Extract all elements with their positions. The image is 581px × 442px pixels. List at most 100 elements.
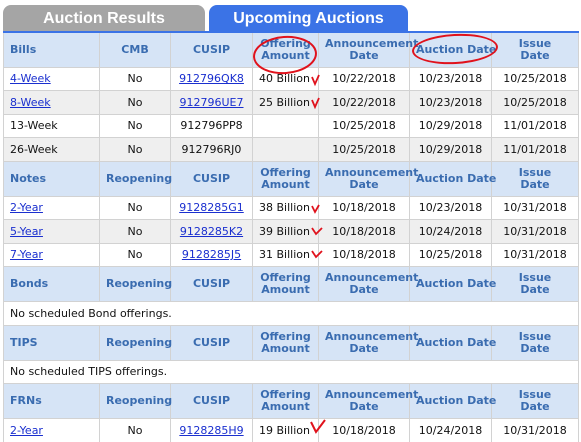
- issue-date-cell: 10/31/2018: [491, 195, 579, 220]
- column-header-flag-text: Reopening: [106, 171, 173, 185]
- column-header-announcement-date-text: Date: [349, 177, 379, 191]
- flag-cell: No: [99, 242, 171, 267]
- issue-date-cell: 11/01/2018: [491, 113, 579, 138]
- column-header-cusip-text: CUSIP: [192, 335, 231, 349]
- column-header-flag: Reopening: [99, 324, 172, 361]
- flag-cell: No: [99, 90, 171, 115]
- cusip-cell: 912796UE7: [170, 90, 253, 115]
- tab-auction-results[interactable]: Auction Results: [3, 5, 205, 32]
- column-header-auction-date: Auction Date: [409, 383, 496, 419]
- column-header-offering-amount: Offering Amount: [252, 266, 319, 302]
- column-header-issue-date-text: Date: [520, 341, 550, 355]
- auction-date-cell: 10/25/2018: [409, 242, 492, 267]
- table-row: 2-Year No 9128285H9 19 Billion 10/18/2018 10/…: [3, 418, 579, 442]
- security-term-cell: 13-Week: [3, 113, 100, 138]
- column-header-announcement-date: Announcement Date: [318, 266, 418, 302]
- auction-date-cell: 10/23/2018: [409, 66, 492, 91]
- tips-message-row: No scheduled TIPS offerings.: [3, 359, 579, 384]
- column-header-cusip: CUSIP: [170, 266, 253, 302]
- column-header-offering-amount-text: Offering: [260, 165, 311, 179]
- cusip-cell: 9128285H9: [170, 418, 253, 442]
- tab-bar: Auction Results Upcoming Auctions: [0, 0, 581, 32]
- column-header-cusip: CUSIP: [170, 383, 253, 419]
- column-header-flag: CMB: [99, 31, 171, 68]
- tab-upcoming-auctions[interactable]: Upcoming Auctions: [209, 5, 408, 32]
- cusip-link[interactable]: 9128285G1: [179, 201, 244, 215]
- bills-header-row: Bills CMB CUSIP Offering Amount Announcement D…: [3, 31, 579, 68]
- column-header-flag-text: Reopening: [106, 394, 173, 407]
- cusip-link[interactable]: 912796QK8: [179, 72, 244, 86]
- flag-cell: No: [99, 418, 171, 442]
- security-term-link[interactable]: 7-Year: [10, 248, 43, 262]
- column-header-issue-date-text: Date: [520, 48, 550, 62]
- issue-date-cell: 10/25/2018: [491, 66, 579, 91]
- column-header-offering-amount-text: Offering: [260, 271, 311, 284]
- security-term-link[interactable]: 2-Year: [10, 201, 43, 215]
- announcement-date-cell: 10/18/2018: [318, 418, 410, 442]
- column-header-flag: Reopening: [99, 383, 173, 419]
- cusip-link[interactable]: 9128285J5: [181, 248, 242, 262]
- announcement-date-cell: 10/18/2018: [318, 242, 410, 267]
- column-header-auction-date-text: Auction Date: [416, 171, 497, 185]
- cusip-text: 912796RJ0: [181, 142, 242, 156]
- cusip-link[interactable]: 912796UE7: [179, 95, 244, 109]
- flag-cell: No: [99, 219, 171, 244]
- column-header-announcement-date-text: Date: [349, 400, 379, 413]
- column-header-section-text: Bonds: [10, 277, 49, 290]
- column-header-cusip-text: CUSIP: [192, 277, 231, 290]
- table-row: 4-Week No 912796QK8 40 Billion 10/22/2018 10/…: [3, 66, 579, 91]
- tips-header-row: TIPS Reopening CUSIP Offering Amount Announce…: [3, 324, 579, 361]
- auction-date-cell: 10/29/2018: [409, 113, 492, 138]
- security-term-link[interactable]: 4-Week: [10, 72, 51, 86]
- column-header-offering-amount: Offering Amount: [252, 160, 319, 197]
- cusip-link[interactable]: 9128285H9: [179, 423, 244, 437]
- security-term-link[interactable]: 5-Year: [10, 224, 43, 238]
- column-header-cusip: CUSIP: [170, 160, 253, 197]
- cusip-link[interactable]: 9128285K2: [179, 224, 244, 238]
- column-header-section-text: Notes: [10, 171, 47, 185]
- column-header-auction-date: Auction Date: [409, 324, 496, 361]
- security-term-cell: 2-Year: [3, 418, 100, 442]
- offering-amount-cell: 19 Billion: [252, 418, 319, 442]
- announcement-date-cell: 10/22/2018: [318, 66, 410, 91]
- column-header-offering-amount-text: Amount: [261, 177, 310, 191]
- column-header-issue-date-text: Issue: [518, 329, 552, 343]
- column-header-issue-date-text: Date: [520, 400, 550, 413]
- column-header-auction-date: Auction Date: [409, 266, 496, 302]
- offering-amount-cell: [252, 137, 319, 162]
- security-term-link[interactable]: 2-Year: [10, 423, 43, 437]
- offering-amount-cell: 40 Billion: [252, 66, 319, 91]
- announcement-date-cell: 10/18/2018: [318, 195, 410, 220]
- issue-date-cell: 11/01/2018: [491, 137, 579, 162]
- issue-date-cell: 10/31/2018: [491, 242, 579, 267]
- column-header-offering-amount: Offering Amount: [252, 31, 319, 68]
- cusip-cell: 9128285G1: [170, 195, 253, 220]
- auction-date-cell: 10/24/2018: [409, 418, 492, 442]
- column-header-section: Bills: [3, 31, 100, 68]
- cusip-cell: 912796QK8: [170, 66, 253, 91]
- column-header-cusip: CUSIP: [170, 31, 253, 68]
- security-term-cell: 4-Week: [3, 66, 100, 91]
- issue-date-cell: 10/31/2018: [491, 219, 579, 244]
- table-row: 2-Year No 9128285G1 38 Billion 10/18/2018 10/…: [3, 195, 579, 220]
- column-header-issue-date: Issue Date: [491, 383, 579, 419]
- column-header-announcement-date-text: Date: [349, 283, 379, 296]
- column-header-announcement-date: Announcement Date: [318, 160, 418, 197]
- table-row: 5-Year No 9128285K2 39 Billion 10/18/2018 10/…: [3, 219, 579, 244]
- column-header-offering-amount-text: Amount: [261, 48, 310, 62]
- column-header-cusip: CUSIP: [170, 324, 253, 361]
- column-header-announcement-date-text: Announcement: [325, 329, 419, 343]
- issue-date-cell: 10/25/2018: [491, 90, 579, 115]
- notes-header-row: Notes Reopening CUSIP Offering Amount Announc…: [3, 160, 579, 197]
- column-header-announcement-date-text: Announcement: [325, 388, 419, 401]
- security-term-link[interactable]: 8-Week: [10, 95, 51, 109]
- auction-date-cell: 10/29/2018: [409, 137, 492, 162]
- flag-cell: No: [99, 195, 171, 220]
- bonds-message-row: No scheduled Bond offerings.: [3, 301, 579, 326]
- flag-cell: No: [99, 66, 171, 91]
- column-header-announcement-date-text: Announcement: [325, 36, 419, 50]
- column-header-issue-date: Issue Date: [491, 324, 579, 361]
- table-row: 7-Year No 9128285J5 31 Billion 10/18/2018 10/…: [3, 242, 579, 267]
- column-header-issue-date-text: Issue: [518, 388, 552, 401]
- security-term-cell: 7-Year: [3, 242, 100, 267]
